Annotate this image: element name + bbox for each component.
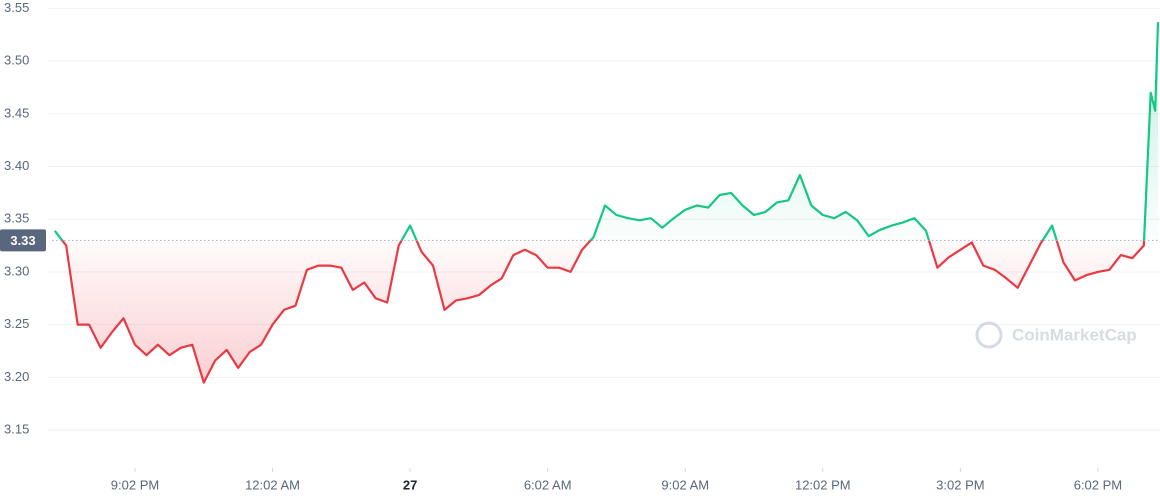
watermark: CoinMarketCap [975,321,1137,349]
y-tick-label: 3.50 [4,53,29,68]
x-tick-label: 12:02 PM [795,477,851,492]
x-tick-label: 27 [403,477,417,492]
price-line [53,22,1160,384]
y-tick-label: 3.30 [4,263,29,278]
baseline-label-bg [0,229,46,252]
area [54,22,1158,383]
y-tick-label: 3.40 [4,158,29,173]
watermark-text: CoinMarketCap [1012,325,1137,344]
y-tick-label: 3.20 [4,369,29,384]
baseline-label: 3.33 [10,233,35,248]
y-tick-label: 3.35 [4,211,29,226]
y-tick-label: 3.45 [4,105,29,120]
y-tick-label: 3.25 [4,316,29,331]
x-tick-label: 6:02 PM [1074,477,1122,492]
x-tick-label: 12:02 AM [245,477,300,492]
x-tick-label: 3:02 PM [936,477,984,492]
x-tick-label: 9:02 PM [111,477,159,492]
y-tick-label: 3.55 [4,0,29,15]
watermark-logo [975,321,1003,349]
x-tick-label: 6:02 AM [524,477,572,492]
x-tick-label: 9:02 AM [661,477,709,492]
y-tick-label: 3.15 [4,421,29,436]
